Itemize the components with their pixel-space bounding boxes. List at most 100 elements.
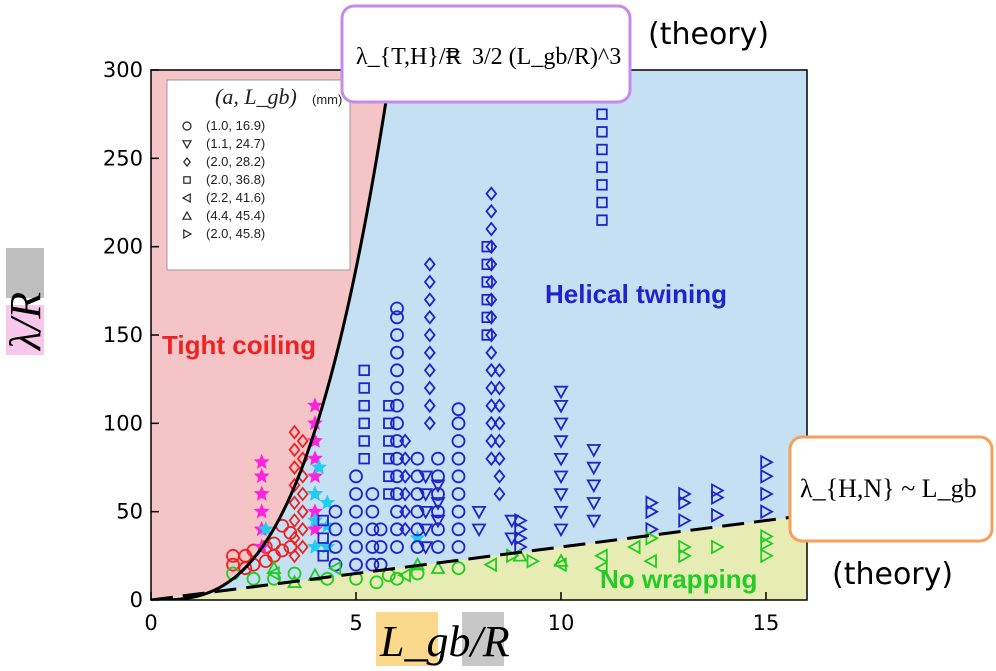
data-point-star <box>257 520 274 537</box>
data-point-square <box>481 311 493 324</box>
data-point-triangle-right <box>760 486 774 502</box>
data-point-triangle-right <box>760 468 774 484</box>
data-point-diamond <box>485 203 498 219</box>
data-point-triangle-left <box>266 565 280 582</box>
data-point-triangle-right <box>645 495 660 511</box>
data-point-square <box>358 382 370 394</box>
data-point-circle <box>390 487 404 501</box>
data-point-circle <box>369 575 384 590</box>
y-label-highlight-r <box>6 248 44 298</box>
data-point-circle <box>349 487 363 501</box>
data-point-triangle-right <box>645 504 660 520</box>
helical-twining-label: Helical twining <box>545 279 727 309</box>
data-point-square <box>383 417 395 430</box>
data-point-circle <box>451 540 466 554</box>
data-point-star <box>307 538 323 554</box>
data-point-square <box>358 364 370 377</box>
data-point-triangle-right <box>526 553 541 569</box>
data-point-star <box>319 494 336 510</box>
data-point-diamond <box>288 548 301 564</box>
data-point-circle <box>349 522 363 537</box>
data-point-diamond <box>485 256 498 272</box>
theory-equation-hn: λ_{H,N} ~ L_gb <box>788 435 994 543</box>
data-point-square <box>358 435 370 447</box>
y-tick-label: 200 <box>103 235 143 259</box>
data-point-triangle-left <box>643 553 657 569</box>
data-point-triangle-down <box>418 470 434 485</box>
data-point-circle <box>365 522 380 537</box>
data-point-diamond <box>423 274 436 290</box>
data-point-diamond <box>296 521 309 537</box>
data-point-triangle-down <box>471 523 487 538</box>
data-point-triangle-right <box>760 535 774 552</box>
data-point-square <box>383 399 395 412</box>
data-point-diamond <box>493 362 506 378</box>
data-point-diamond <box>493 398 506 414</box>
data-point-circle <box>267 536 281 551</box>
data-point-diamond <box>485 345 498 361</box>
data-point-triangle-left <box>397 567 411 583</box>
data-point-circle <box>287 566 302 581</box>
data-point-triangle-down <box>553 523 569 538</box>
data-point-triangle-right <box>678 495 692 511</box>
data-point-circle <box>390 451 404 466</box>
legend-entry-label: (2.0, 28.2) <box>206 154 265 169</box>
data-point-circle <box>390 434 404 448</box>
data-point-circle <box>349 540 363 554</box>
data-point-circle <box>390 571 404 586</box>
data-point-circle <box>365 540 380 554</box>
data-point-triangle-down <box>586 444 602 458</box>
data-point-diamond <box>493 451 506 467</box>
data-point-diamond <box>296 433 309 449</box>
legend-box <box>166 79 351 271</box>
data-point-diamond <box>288 477 301 493</box>
legend-title: (a, L_gb) <box>215 84 297 109</box>
data-point-circle <box>410 487 425 501</box>
data-point-triangle-left <box>626 539 641 555</box>
equation-box-hn <box>788 435 994 543</box>
data-point-diamond <box>493 486 506 502</box>
y-axis-label: λ/R <box>1 248 50 355</box>
data-point-square <box>317 532 329 544</box>
data-point-square <box>481 276 493 288</box>
data-point-triangle-down <box>553 470 569 485</box>
legend-marker-triangle-right <box>183 228 193 240</box>
data-point-triangle-down <box>553 435 569 449</box>
data-point-triangle-right <box>514 530 528 546</box>
data-point-diamond <box>399 451 412 467</box>
data-point-triangle-right <box>711 539 725 555</box>
data-point-diamond <box>288 460 301 475</box>
data-point-triangle-right <box>760 528 774 544</box>
legend-entry-label: (2.0, 36.8) <box>206 172 265 187</box>
y-axis-label-text: λ/R <box>1 292 50 352</box>
y-label-highlight-lambda <box>6 305 44 355</box>
data-point-triangle-down <box>418 505 434 520</box>
data-point-diamond <box>485 362 498 378</box>
legend-marker-triangle-up <box>181 210 193 220</box>
data-point-circle <box>390 469 404 484</box>
data-point-triangle-down <box>586 479 602 494</box>
data-point-triangle-down <box>430 514 446 529</box>
data-point-circle <box>410 566 425 581</box>
data-point-diamond <box>485 309 498 325</box>
data-point-circle <box>410 540 425 554</box>
data-point-triangle-right <box>711 507 725 523</box>
data-point-diamond <box>485 239 498 255</box>
data-point-circle <box>451 416 466 431</box>
data-point-diamond <box>485 292 498 308</box>
legend-unit: (mm) <box>312 92 342 107</box>
data-point-diamond <box>296 504 309 520</box>
y-tick-label: 0 <box>130 588 143 612</box>
x-tick-label: 0 <box>144 611 157 635</box>
data-point-diamond <box>399 468 412 484</box>
theory-equation-th: λ_{T,H}/R = 3/2 (L_gb/R)^3 <box>340 4 632 104</box>
data-point-triangle-down <box>418 488 434 502</box>
data-point-circle <box>226 557 240 572</box>
x-label-highlight-r <box>462 612 504 666</box>
legend-marker-square <box>183 176 191 184</box>
y-tick-label: 250 <box>103 146 143 170</box>
data-point-diamond <box>399 521 412 537</box>
data-point-triangle-right <box>711 482 725 499</box>
x-tick-label: 10 <box>548 611 575 635</box>
